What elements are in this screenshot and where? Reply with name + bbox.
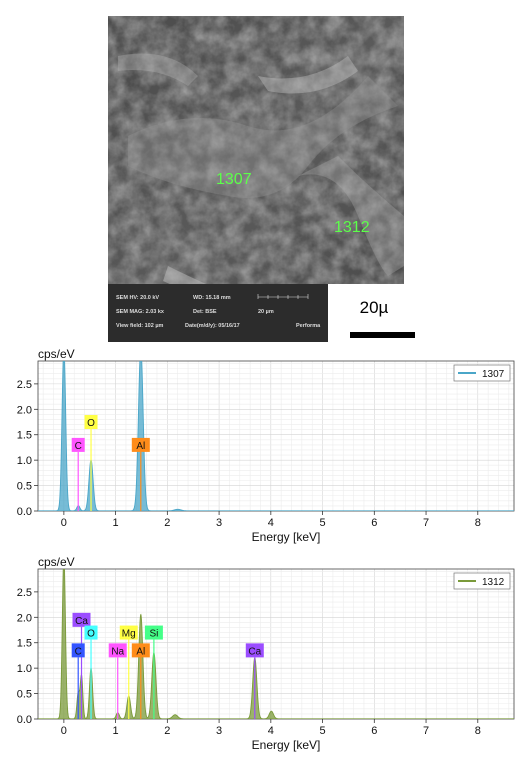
scale-bar-label: 20µ bbox=[359, 298, 389, 317]
x-tick-label: 4 bbox=[268, 725, 274, 737]
x-tick-label: 2 bbox=[164, 725, 170, 737]
element-label-al: Al bbox=[136, 441, 145, 452]
x-tick-label: 6 bbox=[371, 517, 377, 529]
element-badge-c bbox=[71, 643, 85, 658]
spectrum-series-1307 bbox=[38, 361, 514, 511]
x-tick-label: 6 bbox=[371, 725, 377, 737]
y-tick-label: 2.0 bbox=[17, 404, 32, 416]
info-mag: SEM MAG: 2.03 kx bbox=[116, 309, 165, 315]
info-wd: WD: 15.18 mm bbox=[193, 295, 231, 301]
element-label-mg: Mg bbox=[122, 629, 136, 640]
sem-marker-1307: 1307 bbox=[216, 171, 252, 188]
element-badge-c bbox=[71, 437, 85, 452]
plot-frame bbox=[37, 360, 515, 512]
y-axis-label: cps/eV bbox=[38, 347, 75, 361]
element-badge-na bbox=[108, 643, 127, 658]
x-tick-label: 0 bbox=[61, 517, 67, 529]
x-tick-label: 3 bbox=[216, 517, 222, 529]
x-tick-label: 1 bbox=[113, 517, 119, 529]
element-label-al: Al bbox=[136, 646, 145, 657]
x-tick-label: 5 bbox=[320, 517, 326, 529]
sem-marker-1312: 1312 bbox=[334, 219, 370, 236]
element-badge-o bbox=[84, 625, 98, 640]
info-date: Date(m/d/y): 05/16/17 bbox=[185, 323, 240, 329]
x-tick-label: 5 bbox=[320, 725, 326, 737]
info-scale: 20 µm bbox=[258, 309, 274, 315]
element-label-o: O bbox=[87, 418, 95, 429]
element-badge-al bbox=[131, 643, 150, 658]
element-badge-o bbox=[84, 415, 98, 430]
sem-micrograph: 1307 1312 SEM HV: 20.0 kV WD: 15.18 mm S… bbox=[108, 16, 404, 342]
legend-label: 1312 bbox=[482, 577, 505, 588]
element-label-c: C bbox=[75, 646, 82, 657]
x-tick-label: 8 bbox=[475, 517, 481, 529]
y-tick-label: 0.0 bbox=[17, 506, 32, 518]
y-tick-label: 1.0 bbox=[17, 663, 32, 675]
element-label-ca: Ca bbox=[75, 616, 88, 627]
y-tick-label: 0.5 bbox=[17, 689, 32, 701]
y-tick-label: 0.5 bbox=[17, 481, 32, 493]
y-tick-label: 1.0 bbox=[17, 455, 32, 467]
element-label-si: Si bbox=[149, 629, 158, 640]
element-badge-al bbox=[131, 437, 150, 452]
element-badge-ca bbox=[72, 612, 91, 627]
x-tick-label: 4 bbox=[268, 517, 274, 529]
info-hv: SEM HV: 20.0 kV bbox=[116, 295, 159, 301]
x-tick-label: 1 bbox=[113, 725, 119, 737]
grid bbox=[38, 569, 514, 720]
y-axis-label: cps/eV bbox=[38, 555, 75, 569]
info-det: Det: BSE bbox=[193, 309, 217, 315]
element-label-ca: Ca bbox=[248, 646, 261, 657]
x-tick-label: 7 bbox=[423, 517, 429, 529]
grid bbox=[38, 361, 514, 512]
legend-box bbox=[453, 572, 511, 590]
info-view-field: View field: 102 µm bbox=[116, 323, 164, 329]
y-tick-label: 1.5 bbox=[17, 638, 32, 650]
info-brand: Performa bbox=[296, 323, 321, 329]
x-tick-label: 0 bbox=[61, 725, 67, 737]
element-label-c: C bbox=[75, 441, 82, 452]
legend-box bbox=[453, 364, 511, 382]
y-tick-label: 2.0 bbox=[17, 612, 32, 624]
y-tick-label: 1.5 bbox=[17, 430, 32, 442]
x-tick-label: 3 bbox=[216, 725, 222, 737]
element-label-na: Na bbox=[111, 646, 124, 657]
y-tick-label: 2.5 bbox=[17, 587, 32, 599]
x-axis-label: Energy [keV] bbox=[252, 530, 321, 544]
scale-bar: 20µ bbox=[328, 284, 420, 342]
x-tick-label: 2 bbox=[164, 517, 170, 529]
y-tick-label: 2.5 bbox=[17, 379, 32, 391]
spectrum-chart-1312: 0 1 2 3 4 5 6 7 8 0.0 0.5 1.0 1.5 2.0 2.5 cps/eV Energy … bbox=[17, 555, 515, 752]
element-label-o: O bbox=[87, 629, 95, 640]
y-tick-label: 0.0 bbox=[17, 714, 32, 726]
x-tick-label: 7 bbox=[423, 725, 429, 737]
x-tick-label: 8 bbox=[475, 725, 481, 737]
scale-bar-line bbox=[350, 332, 415, 338]
element-badge-si bbox=[144, 625, 163, 640]
legend-label: 1307 bbox=[482, 369, 505, 380]
element-badge-ca bbox=[245, 643, 264, 658]
x-axis-label: Energy [keV] bbox=[252, 738, 321, 752]
element-badge-mg bbox=[119, 625, 138, 640]
spectrum-chart-1307: 0 1 2 3 4 5 6 7 8 0.0 0.5 1.0 1.5 2.0 2.5 cps/eV Energy … bbox=[17, 347, 515, 544]
